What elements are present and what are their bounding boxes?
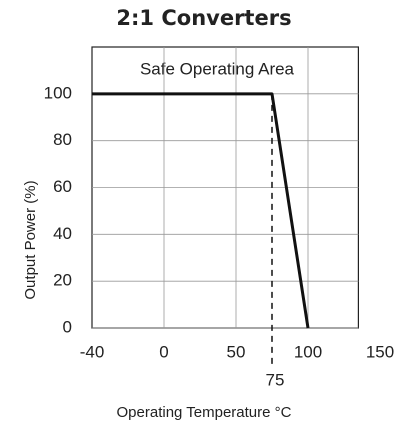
x-tick-label: 150 <box>366 342 394 361</box>
y-tick-label: 60 <box>53 177 72 196</box>
y-tick-label: 80 <box>53 130 72 149</box>
x-tick-label: -40 <box>80 342 105 361</box>
chart-title: 2:1 Converters <box>116 6 291 30</box>
y-tick-label: 20 <box>53 271 72 290</box>
y-tick-label: 0 <box>63 317 72 336</box>
x-axis-label: Operating Temperature °C <box>117 404 292 421</box>
data-line <box>92 92 310 329</box>
x-tick-label: 0 <box>159 342 168 361</box>
y-tick-label: 40 <box>53 224 72 243</box>
reference-label: 75 <box>266 370 285 389</box>
x-tick-label: 100 <box>294 342 322 361</box>
y-axis-label: Output Power (%) <box>22 180 39 299</box>
x-tick-label: 50 <box>227 342 246 361</box>
annotation: Safe Operating Area <box>140 59 295 78</box>
y-tick-label: 100 <box>44 83 72 102</box>
